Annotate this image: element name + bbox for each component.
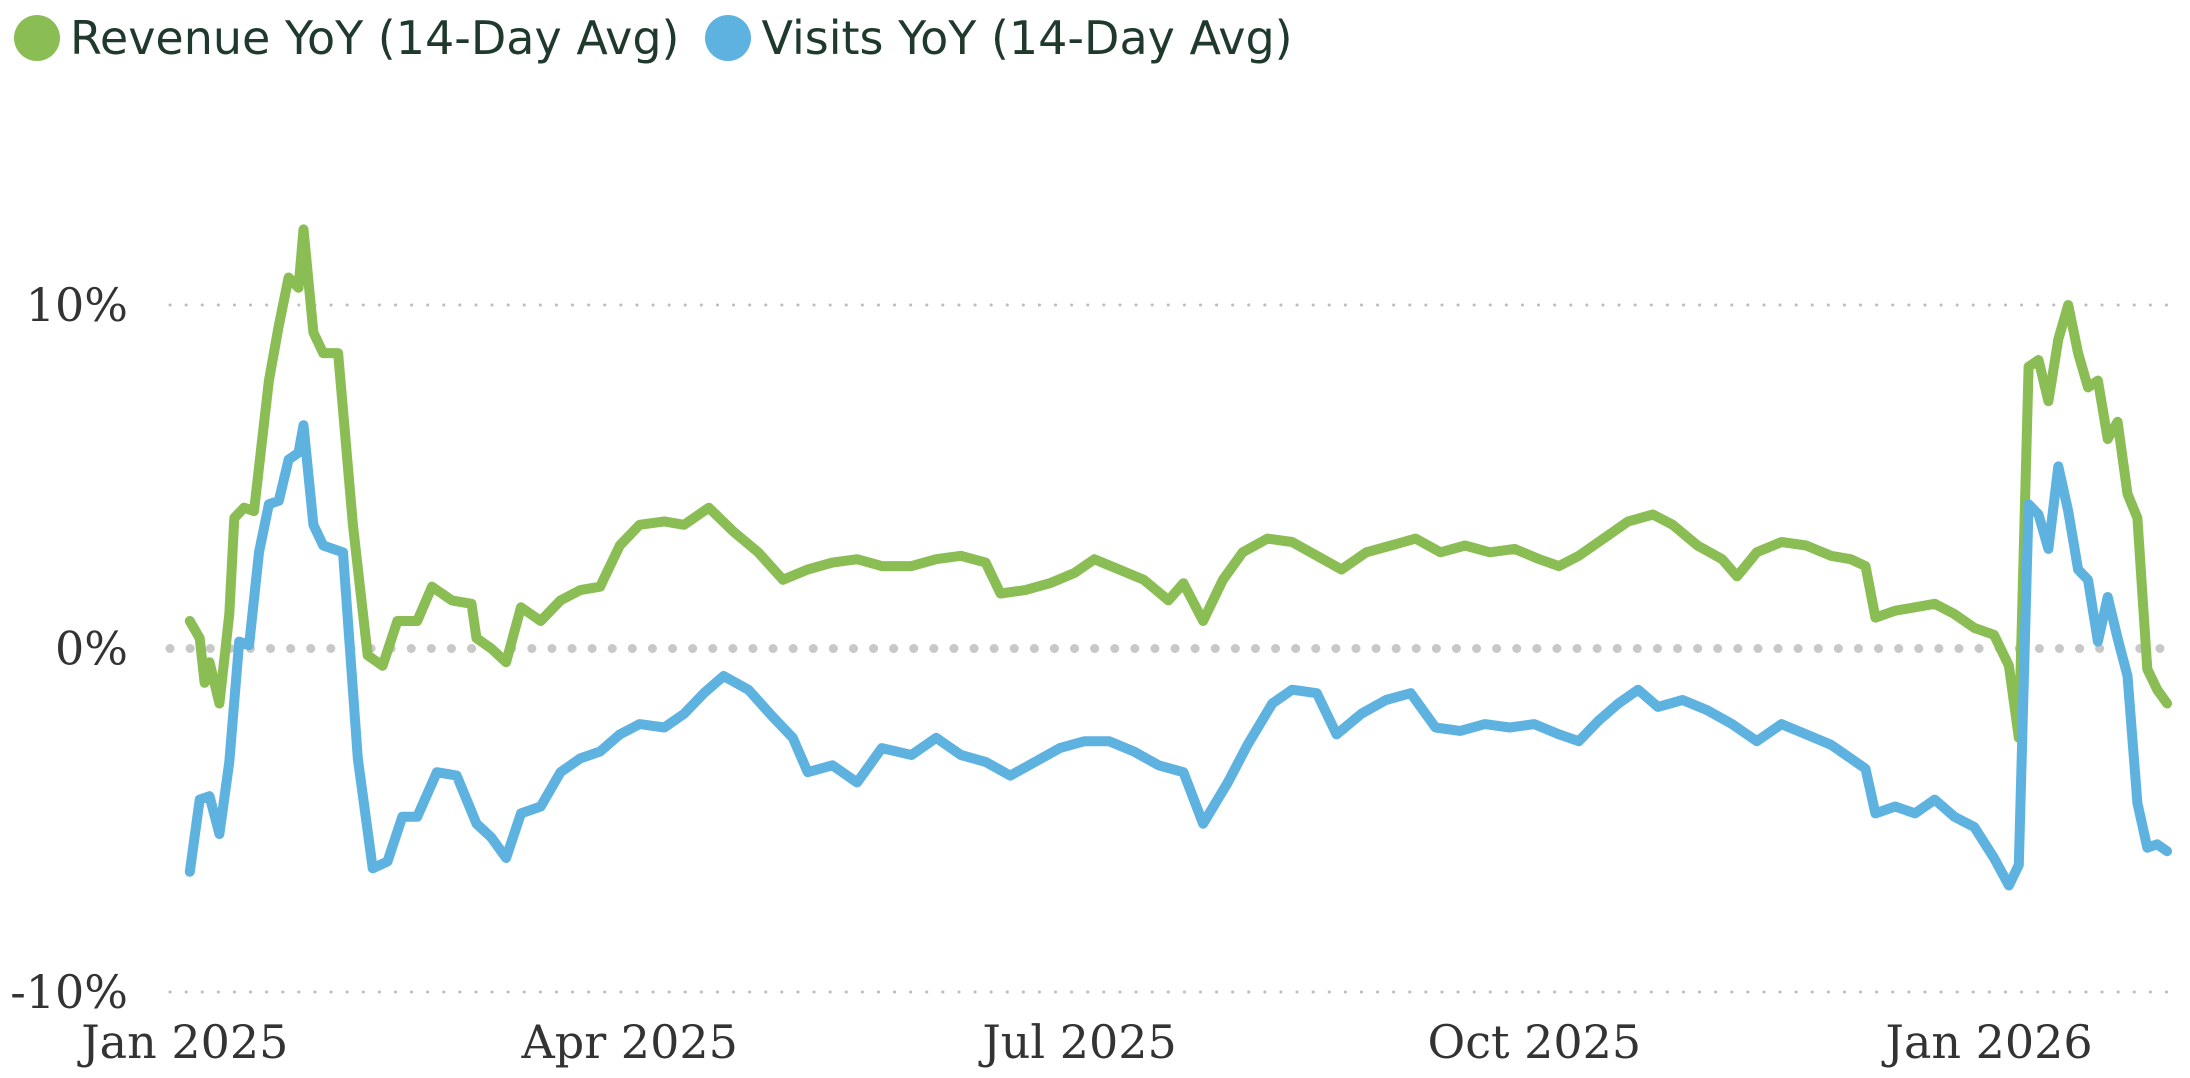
legend-swatch-visits [705, 15, 752, 61]
series-line-revenue[interactable] [184, 224, 2173, 743]
legend-label-revenue: Revenue YoY (14-Day Avg) [70, 11, 680, 65]
legend-label-visits: Visits YoY (14-Day Avg) [761, 11, 1293, 65]
y-tick-label: 10% [26, 278, 128, 332]
legend-item-visits[interactable]: Visits YoY (14-Day Avg) [705, 11, 1293, 65]
x-axis-tick-labels: Jan 2025 Apr 2025 Jul 2025 Oct 2025 Jan 2026 [77, 1015, 2092, 1069]
series-lines [184, 224, 2173, 891]
x-tick-label: Jan 2026 [1882, 1015, 2093, 1069]
y-axis-tick-labels: 10% 0% -10% [10, 278, 128, 1019]
x-tick-label: Jul 2025 [978, 1015, 1176, 1069]
y-tick-label: 0% [55, 622, 128, 676]
gridlines [165, 303, 2177, 994]
x-tick-label: Apr 2025 [521, 1015, 738, 1069]
x-tick-label: Jan 2025 [77, 1015, 288, 1069]
legend-swatch-revenue [14, 15, 60, 61]
chart-legend: Revenue YoY (14-Day Avg) Visits YoY (14-… [14, 8, 1293, 68]
y-tick-label: -10% [10, 965, 128, 1019]
series-line-visits[interactable] [184, 420, 2173, 891]
x-tick-label: Oct 2025 [1427, 1015, 1641, 1069]
legend-item-revenue[interactable]: Revenue YoY (14-Day Avg) [14, 11, 679, 65]
